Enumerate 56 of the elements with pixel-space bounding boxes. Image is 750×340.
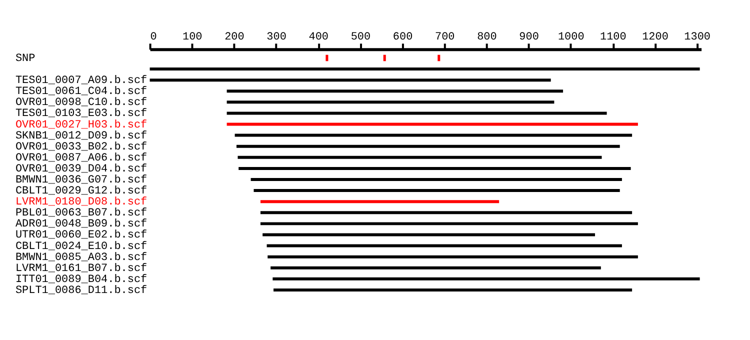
y-tick-label: SKNB1_0012_D09.b.scf [15, 130, 148, 142]
x-tick-label: 400 [308, 32, 328, 44]
bar [260, 200, 500, 204]
bar [260, 222, 638, 226]
y-tick-label: TES01_0061_C04.b.scf [15, 86, 148, 98]
y-tick-label: OVR01_0087_A06.b.scf [15, 152, 148, 164]
x-tick-label: 1100 [600, 32, 626, 44]
y-tick-label: OVR01_0098_C10.b.scf [15, 97, 148, 110]
bar [226, 90, 564, 93]
x-tick-label: 700 [434, 32, 455, 44]
y-tick-label: LVRM1_0161_B07.b.scf [15, 262, 148, 275]
bar [226, 100, 554, 104]
bar [226, 122, 638, 126]
y-tick-label: BMWN1_0036_G07.b.scf [15, 174, 148, 186]
x-tick-label: 800 [477, 32, 497, 44]
bar [268, 255, 638, 258]
y-tick-label: BMWN1_0085_A03.b.scf [15, 252, 148, 264]
bar [150, 68, 700, 71]
y-tick-label: OVR01_0039_D04.b.scf [15, 163, 148, 176]
y-tick-label: OVR01_0027_H03.b.scf [15, 119, 148, 132]
x-tick-label: 100 [182, 32, 202, 44]
bar [238, 156, 602, 159]
x-tick-label: 500 [350, 32, 371, 44]
x-tick-label: 1000 [558, 32, 584, 44]
y-tick-label: ITT01_0089_B04.b.scf [15, 274, 148, 286]
y-tick-label: OVR01_0033_B02.b.scf [15, 141, 148, 154]
bar [254, 189, 620, 192]
bar [260, 211, 632, 214]
y-tick-label: SPLT1_0086_D11.b.scf [15, 284, 148, 297]
bar [150, 78, 551, 82]
x-tick-label: 1300 [684, 32, 711, 44]
x-tick-label: 0 [150, 32, 157, 44]
y-tick-label: CBLT1_0029_G12.b.scf [15, 186, 148, 198]
y-tick-label: ADR01_0048_B09.b.scf [15, 218, 148, 231]
x-tick-label: 900 [519, 32, 539, 44]
bar [272, 277, 700, 280]
x-tick-label: 300 [266, 32, 286, 44]
y-tick-label: LVRM1_0180_D08.b.scf [15, 196, 148, 209]
y-tick-label: TES01_0103_E03.b.scf [15, 108, 148, 120]
bar [238, 166, 631, 170]
y-tick-label: CBLT1_0024_E10.b.scf [15, 240, 148, 253]
bar [250, 178, 622, 181]
x-tick-label: 600 [392, 32, 413, 44]
bar [274, 288, 632, 292]
x-tick-label: 200 [224, 32, 244, 44]
bar [236, 144, 620, 148]
y-tick-label: TES01_0007_A09.b.scf [15, 75, 148, 88]
bar [226, 112, 607, 115]
x-tick-label: 1200 [642, 32, 668, 44]
bar [266, 244, 622, 248]
bar [270, 266, 601, 270]
bar [262, 233, 596, 236]
y-tick-label: SNP [15, 52, 36, 65]
bar [234, 134, 632, 137]
y-tick-label: PBL01_0063_B07.b.scf [15, 208, 148, 220]
y-tick-label: UTR01_0060_E02.b.scf [15, 230, 148, 242]
